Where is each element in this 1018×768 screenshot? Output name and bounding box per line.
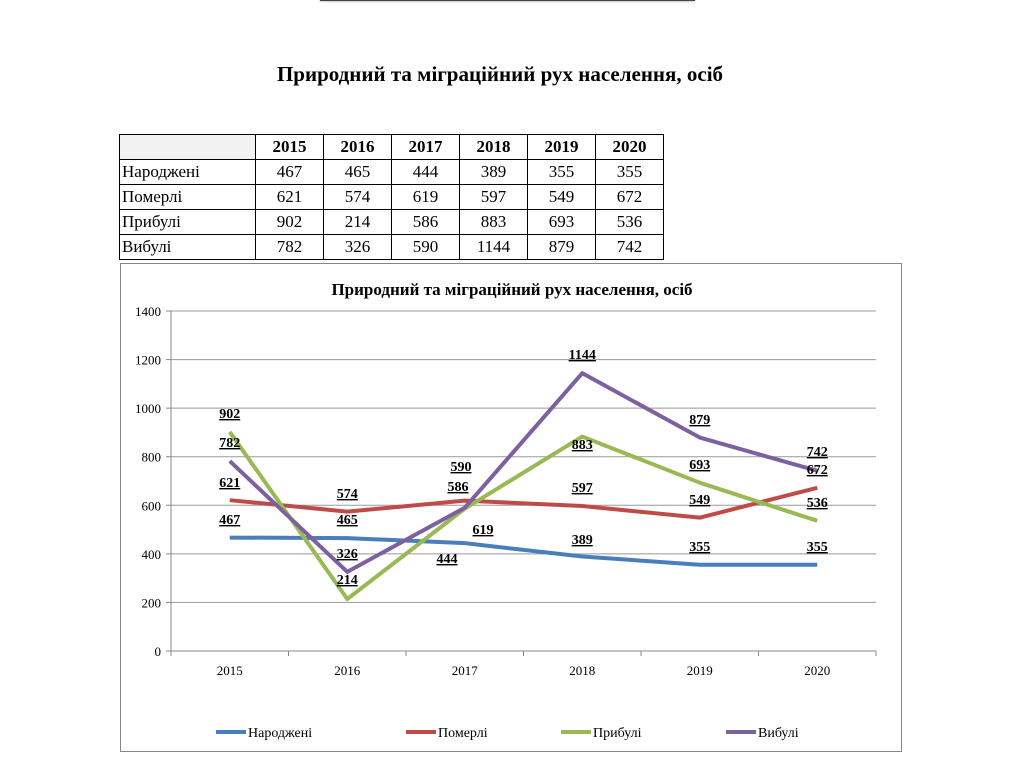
table-cell: 586: [391, 209, 460, 235]
table-cell: 355: [527, 159, 596, 185]
data-label: 465: [337, 513, 358, 528]
data-label: 879: [689, 413, 710, 428]
data-label: 883: [572, 438, 593, 453]
table-cell: 536: [595, 209, 664, 235]
x-tick-label: 2020: [804, 663, 830, 678]
header-cell: 2020: [595, 134, 664, 160]
row-label: Народжені: [119, 159, 256, 185]
y-tick-label: 1400: [135, 304, 161, 319]
data-label: 902: [219, 407, 240, 422]
row-label: Прибулі: [119, 209, 256, 235]
data-label: 467: [219, 513, 240, 528]
table-header-row: 2015 2016 2017 2018 2019 2020: [119, 134, 664, 160]
chart-title: Природний та міграційний рух населення, …: [331, 280, 692, 299]
table-row: Вибулі 782 326 590 1144 879 742: [119, 234, 664, 260]
data-label: 214: [337, 573, 358, 588]
y-tick-label: 1000: [135, 401, 161, 416]
table-cell: 326: [323, 234, 392, 260]
data-table: 2015 2016 2017 2018 2019 2020 Народжені 4…: [119, 134, 664, 260]
data-label: 1144: [569, 348, 596, 363]
data-label: 672: [807, 463, 828, 478]
window-edge: [320, 0, 695, 1]
table-cell: 879: [527, 234, 596, 260]
row-label: Вибулі: [119, 234, 256, 260]
table-cell: 444: [391, 159, 460, 185]
x-tick-label: 2018: [569, 663, 595, 678]
x-tick-label: 2019: [687, 663, 713, 678]
data-label: 742: [807, 445, 828, 460]
table-cell: 672: [595, 184, 664, 210]
series-line-2: [228, 430, 818, 602]
x-tick-label: 2015: [217, 663, 243, 678]
table-row: Прибулі 902 214 586 883 693 536: [119, 209, 664, 235]
table-cell: 693: [527, 209, 596, 235]
data-label: 619: [473, 523, 494, 538]
table-cell: 883: [459, 209, 528, 235]
table-cell: 214: [323, 209, 392, 235]
y-tick-label: 1200: [135, 353, 161, 368]
table-cell: 389: [459, 159, 528, 185]
header-cell: 2015: [255, 134, 324, 160]
data-label: 597: [572, 481, 593, 496]
data-label: 444: [437, 552, 458, 567]
table-row: Народжені 467 465 444 389 355 355: [119, 159, 664, 185]
legend-label: Померлі: [438, 726, 488, 741]
data-label: 782: [219, 436, 240, 451]
row-label: Померлі: [119, 184, 256, 210]
y-tick-label: 600: [142, 498, 162, 513]
header-cell: 2017: [391, 134, 460, 160]
table-row: Померлі 621 574 619 597 549 672: [119, 184, 664, 210]
data-label: 355: [689, 540, 710, 555]
data-label: 574: [337, 487, 358, 502]
data-label: 549: [689, 493, 710, 508]
data-label: 586: [448, 480, 469, 495]
table-cell: 621: [255, 184, 324, 210]
table-cell: 597: [459, 184, 528, 210]
table-cell: 355: [595, 159, 664, 185]
legend-label: Вибулі: [758, 726, 799, 741]
data-label: 389: [572, 533, 593, 548]
data-label: 693: [689, 458, 710, 473]
legend-label: Прибулі: [593, 726, 642, 741]
data-label: 536: [807, 496, 828, 511]
table-cell: 574: [323, 184, 392, 210]
table-cell: 467: [255, 159, 324, 185]
table-cell: 619: [391, 184, 460, 210]
data-label: 621: [219, 476, 240, 491]
header-cell: 2018: [459, 134, 528, 160]
series-line-0: [229, 535, 818, 567]
legend-label: Народжені: [248, 726, 312, 741]
y-tick-label: 400: [142, 547, 162, 562]
table-cell: 465: [323, 159, 392, 185]
page-title: Природний та міграційний рух населення, …: [276, 62, 724, 86]
table-cell: 549: [527, 184, 596, 210]
header-cell: 2019: [527, 134, 596, 160]
data-label: 590: [451, 460, 472, 475]
table-cell: 742: [595, 234, 664, 260]
data-label: 355: [807, 540, 828, 555]
table-cell: 590: [391, 234, 460, 260]
data-label: 326: [337, 547, 358, 562]
y-tick-label: 200: [142, 595, 162, 610]
table-cell: 1144: [459, 234, 528, 260]
y-tick-label: 800: [142, 450, 162, 465]
y-tick-label: 0: [155, 644, 162, 659]
table-cell: 782: [255, 234, 324, 260]
table-cell: 902: [255, 209, 324, 235]
series-line-1: [229, 485, 818, 520]
chart-svg: Природний та міграційний рух населення, …: [135, 280, 877, 741]
x-tick-label: 2017: [452, 663, 479, 678]
series-line-3: [228, 371, 818, 574]
header-cell: 2016: [323, 134, 392, 160]
line-chart: Природний та міграційний рух населення, …: [120, 263, 902, 752]
x-tick-label: 2016: [334, 663, 361, 678]
header-cell: [119, 134, 256, 160]
